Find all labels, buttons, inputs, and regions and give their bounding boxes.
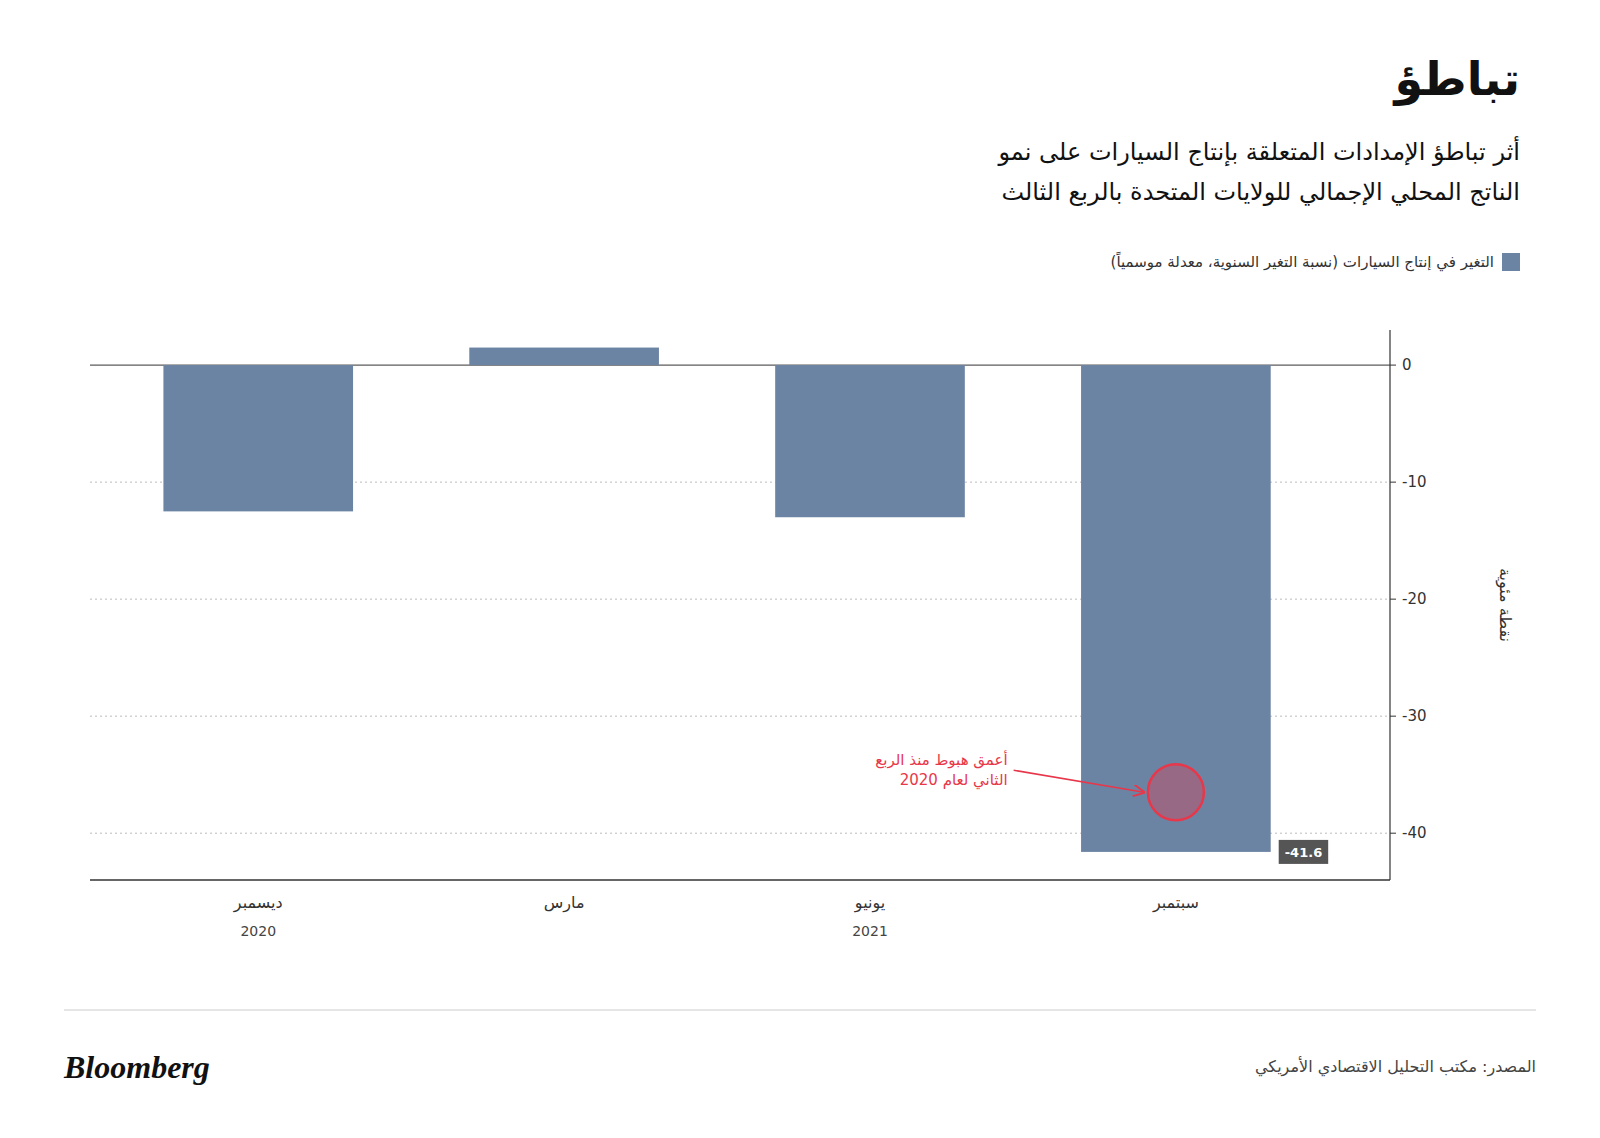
tick-label: -10 — [1402, 473, 1427, 491]
tick-label: -30 — [1402, 707, 1427, 725]
year-label: 2020 — [240, 923, 276, 939]
subtitle: أثر تباطؤ الإمدادات المتعلقة بإنتاج السي… — [997, 136, 1520, 167]
legend-swatch — [1502, 253, 1520, 271]
y-axis-line — [1389, 330, 1390, 880]
tick-mark — [1390, 599, 1396, 600]
year-label: 2021 — [852, 923, 888, 939]
category-label: سبتمبر — [1152, 893, 1199, 913]
x-axis-line — [90, 879, 1390, 881]
annotation-arrow — [1014, 770, 1144, 792]
tick-mark — [1390, 833, 1396, 834]
source: المصدر: مكتب التحليل الاقتصادي الأمريكي — [1255, 1056, 1536, 1077]
y-ticks: 0 -10 -20 -30 -40 — [1390, 356, 1427, 842]
annotation-text: الثاني لعام 2020 — [900, 771, 1008, 790]
tick-label: 0 — [1402, 356, 1412, 374]
category-label: يونيو — [854, 893, 885, 913]
bar — [163, 365, 353, 511]
category-label: مارس — [544, 893, 585, 913]
chart-container: تباطؤ أثر تباطؤ الإمدادات المتعلقة بإنتاج… — [0, 0, 1600, 1138]
bar — [1081, 365, 1271, 852]
legend: التغير في إنتاج السيارات (نسبة التغير ال… — [1111, 251, 1520, 272]
annotations: أعمق هبوط منذ الربع الثاني لعام 2020 — [875, 750, 1204, 820]
annotation-text: أعمق هبوط منذ الربع — [875, 750, 1007, 769]
y-axis-label: نقطة مئوية — [1495, 568, 1515, 642]
value-labels: -41.6 — [1279, 840, 1328, 864]
subtitle: الناتج المحلي الإجمالي للولايات المتحدة … — [1001, 178, 1520, 206]
title: تباطؤ — [1393, 52, 1521, 106]
annotation-circle — [1148, 764, 1204, 820]
legend-label: التغير في إنتاج السيارات (نسبة التغير ال… — [1111, 251, 1494, 272]
credit: Bloomberg — [63, 1049, 210, 1085]
tick-label: -20 — [1402, 590, 1427, 608]
value-label: -41.6 — [1285, 845, 1322, 860]
bar — [775, 365, 965, 517]
tick-label: -40 — [1402, 824, 1427, 842]
tick-mark — [1390, 716, 1396, 717]
value-label-box — [1279, 840, 1328, 864]
tick-mark — [1390, 365, 1396, 366]
tick-mark — [1390, 482, 1396, 483]
category-label: ديسمبر — [233, 893, 283, 913]
bars — [163, 348, 1270, 852]
x-tick-labels: ديسمبر مارس يونيو سبتمبر 2020 2021 — [233, 893, 1199, 939]
bar — [469, 348, 659, 366]
chart-svg: تباطؤ أثر تباطؤ الإمدادات المتعلقة بإنتاج… — [0, 0, 1600, 1138]
footer-separator — [64, 1010, 1536, 1011]
